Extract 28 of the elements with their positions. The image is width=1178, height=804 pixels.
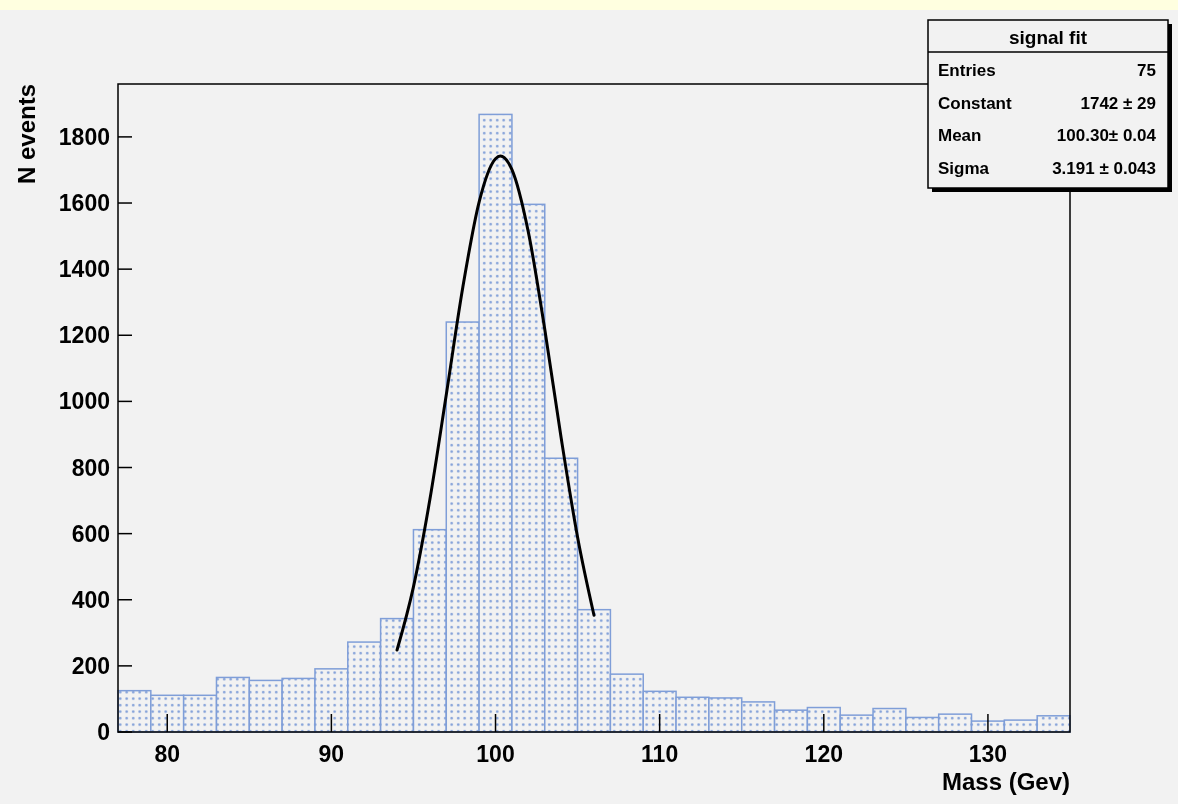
x-axis-title: Mass (Gev) bbox=[941, 768, 1070, 795]
x-tick-label: 120 bbox=[804, 741, 843, 767]
y-tick-label: 1000 bbox=[58, 388, 110, 415]
line-series bbox=[395, 154, 596, 652]
x-tick-label: 90 bbox=[318, 741, 345, 767]
y-tick-label: 200 bbox=[71, 652, 110, 679]
y-axis-title: N events bbox=[13, 84, 40, 185]
annotation: Sigma bbox=[938, 158, 990, 178]
annotation: 100.30± 0.04 bbox=[1056, 126, 1157, 145]
y-tick-label: 1400 bbox=[58, 256, 110, 283]
y-tick-label: 1600 bbox=[58, 190, 110, 217]
y-tick-label: 600 bbox=[71, 520, 110, 547]
text: 1742 ± 29 bbox=[1080, 93, 1156, 113]
y-tick-label: 0 bbox=[97, 719, 110, 746]
text: Entries bbox=[938, 61, 996, 80]
annotation: Mean bbox=[938, 126, 982, 145]
x-tick-label: 80 bbox=[154, 741, 181, 767]
annotation: Constant bbox=[938, 93, 1012, 113]
x-tick-label: 100 bbox=[476, 741, 515, 767]
annotation: 3.191 ± 0.043 bbox=[1052, 158, 1156, 178]
x-tick-label: 110 bbox=[641, 741, 679, 767]
y-tick-label: 800 bbox=[71, 454, 110, 481]
text: 75 bbox=[1137, 61, 1156, 80]
text: signal fit bbox=[1008, 27, 1088, 48]
y-tick-label: 400 bbox=[71, 586, 110, 613]
y-tick-label: 1200 bbox=[58, 322, 110, 349]
x-tick-label: 130 bbox=[968, 741, 1008, 767]
y-tick-label: 1800 bbox=[58, 123, 110, 150]
